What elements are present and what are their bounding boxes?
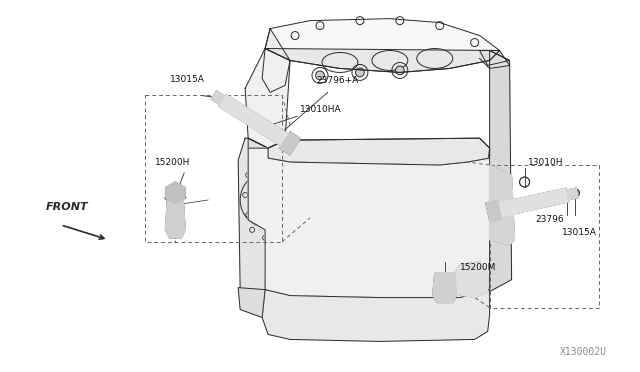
Text: 13010H: 13010H — [527, 158, 563, 167]
Polygon shape — [238, 288, 265, 318]
Polygon shape — [265, 19, 500, 73]
Polygon shape — [490, 165, 515, 245]
Polygon shape — [262, 29, 290, 92]
Polygon shape — [566, 188, 579, 200]
Polygon shape — [498, 188, 569, 217]
Polygon shape — [433, 273, 457, 302]
Text: FRONT: FRONT — [45, 202, 88, 212]
Polygon shape — [479, 51, 509, 65]
Text: 13015A: 13015A — [170, 76, 205, 84]
Circle shape — [356, 68, 364, 77]
Text: 23796: 23796 — [536, 215, 564, 224]
Polygon shape — [488, 51, 511, 292]
Polygon shape — [262, 290, 490, 341]
Circle shape — [572, 189, 579, 197]
Polygon shape — [165, 200, 186, 238]
Polygon shape — [238, 138, 268, 298]
Polygon shape — [268, 138, 490, 165]
Circle shape — [216, 94, 224, 102]
Polygon shape — [280, 132, 300, 155]
Polygon shape — [166, 182, 185, 204]
Polygon shape — [265, 48, 500, 73]
Text: 13015A: 13015A — [561, 228, 596, 237]
Text: 23796+A: 23796+A — [316, 76, 358, 86]
Polygon shape — [479, 51, 509, 68]
Circle shape — [442, 282, 448, 288]
Circle shape — [396, 66, 404, 75]
Circle shape — [316, 71, 324, 80]
Text: 15200M: 15200M — [460, 263, 496, 272]
Text: X130002U: X130002U — [559, 347, 607, 357]
Polygon shape — [248, 148, 490, 299]
Polygon shape — [248, 138, 490, 165]
Polygon shape — [211, 91, 225, 105]
Text: 13010HA: 13010HA — [300, 105, 342, 114]
Polygon shape — [452, 262, 488, 298]
Polygon shape — [486, 201, 502, 222]
Text: 15200H: 15200H — [156, 158, 191, 167]
Polygon shape — [245, 48, 290, 148]
Polygon shape — [218, 94, 289, 146]
